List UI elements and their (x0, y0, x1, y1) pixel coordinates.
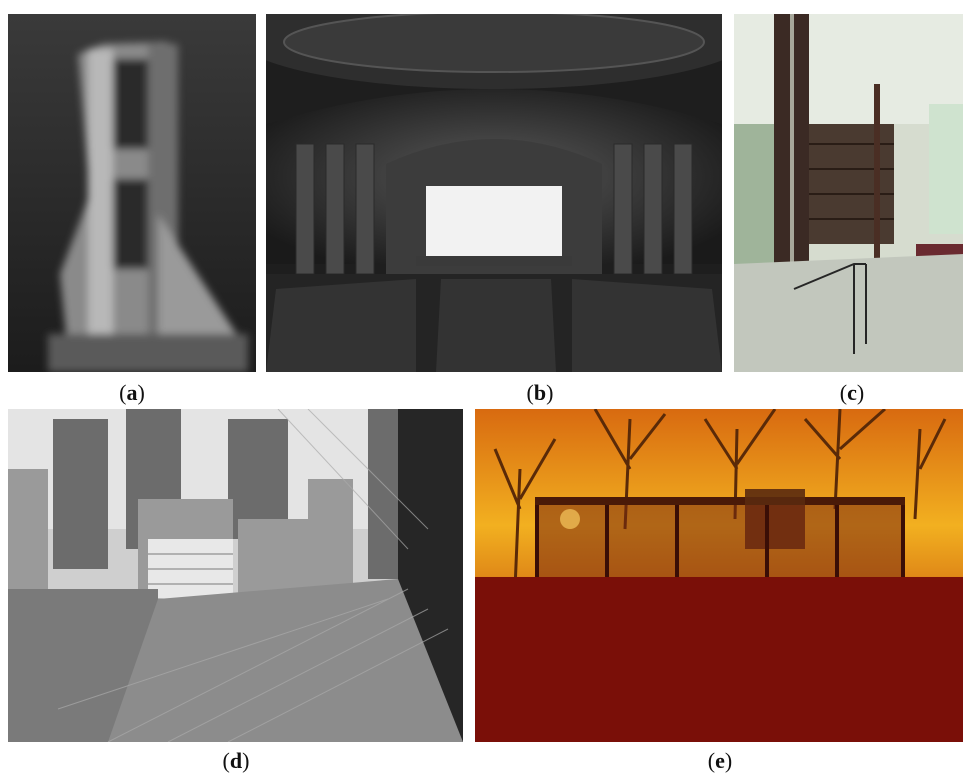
caption-close: ) (724, 748, 733, 773)
caption-open: ( (119, 380, 127, 405)
caption-close: ) (242, 748, 250, 773)
caption-b: (b) (500, 380, 580, 406)
theater-interior-photo (266, 14, 722, 372)
caption-c: (c) (812, 380, 892, 406)
caption-letter: b (533, 380, 547, 405)
blurred-building-photo (8, 14, 256, 372)
city-long-exposure-photo (8, 409, 463, 742)
caption-d: (d) (196, 748, 276, 774)
glass-house-sunset-photo (475, 409, 963, 742)
caption-open: ( (222, 748, 230, 773)
caption-close: ) (856, 380, 865, 405)
modern-interior-photo (734, 14, 963, 372)
photo-panel-d (8, 409, 463, 742)
caption-e: (e) (680, 748, 760, 774)
caption-open: ( (526, 380, 534, 405)
caption-letter: c (847, 380, 857, 405)
caption-letter: a (126, 380, 138, 405)
caption-close: ) (546, 380, 554, 405)
caption-letter: e (715, 748, 725, 773)
caption-close: ) (137, 380, 145, 405)
caption-a: (a) (92, 380, 172, 406)
caption-open: ( (839, 380, 848, 405)
photo-panel-a (8, 14, 256, 372)
photo-panel-c (734, 14, 963, 372)
photo-panel-b (266, 14, 722, 372)
photo-panel-e (475, 409, 963, 742)
caption-letter: d (229, 748, 243, 773)
caption-open: ( (707, 748, 716, 773)
